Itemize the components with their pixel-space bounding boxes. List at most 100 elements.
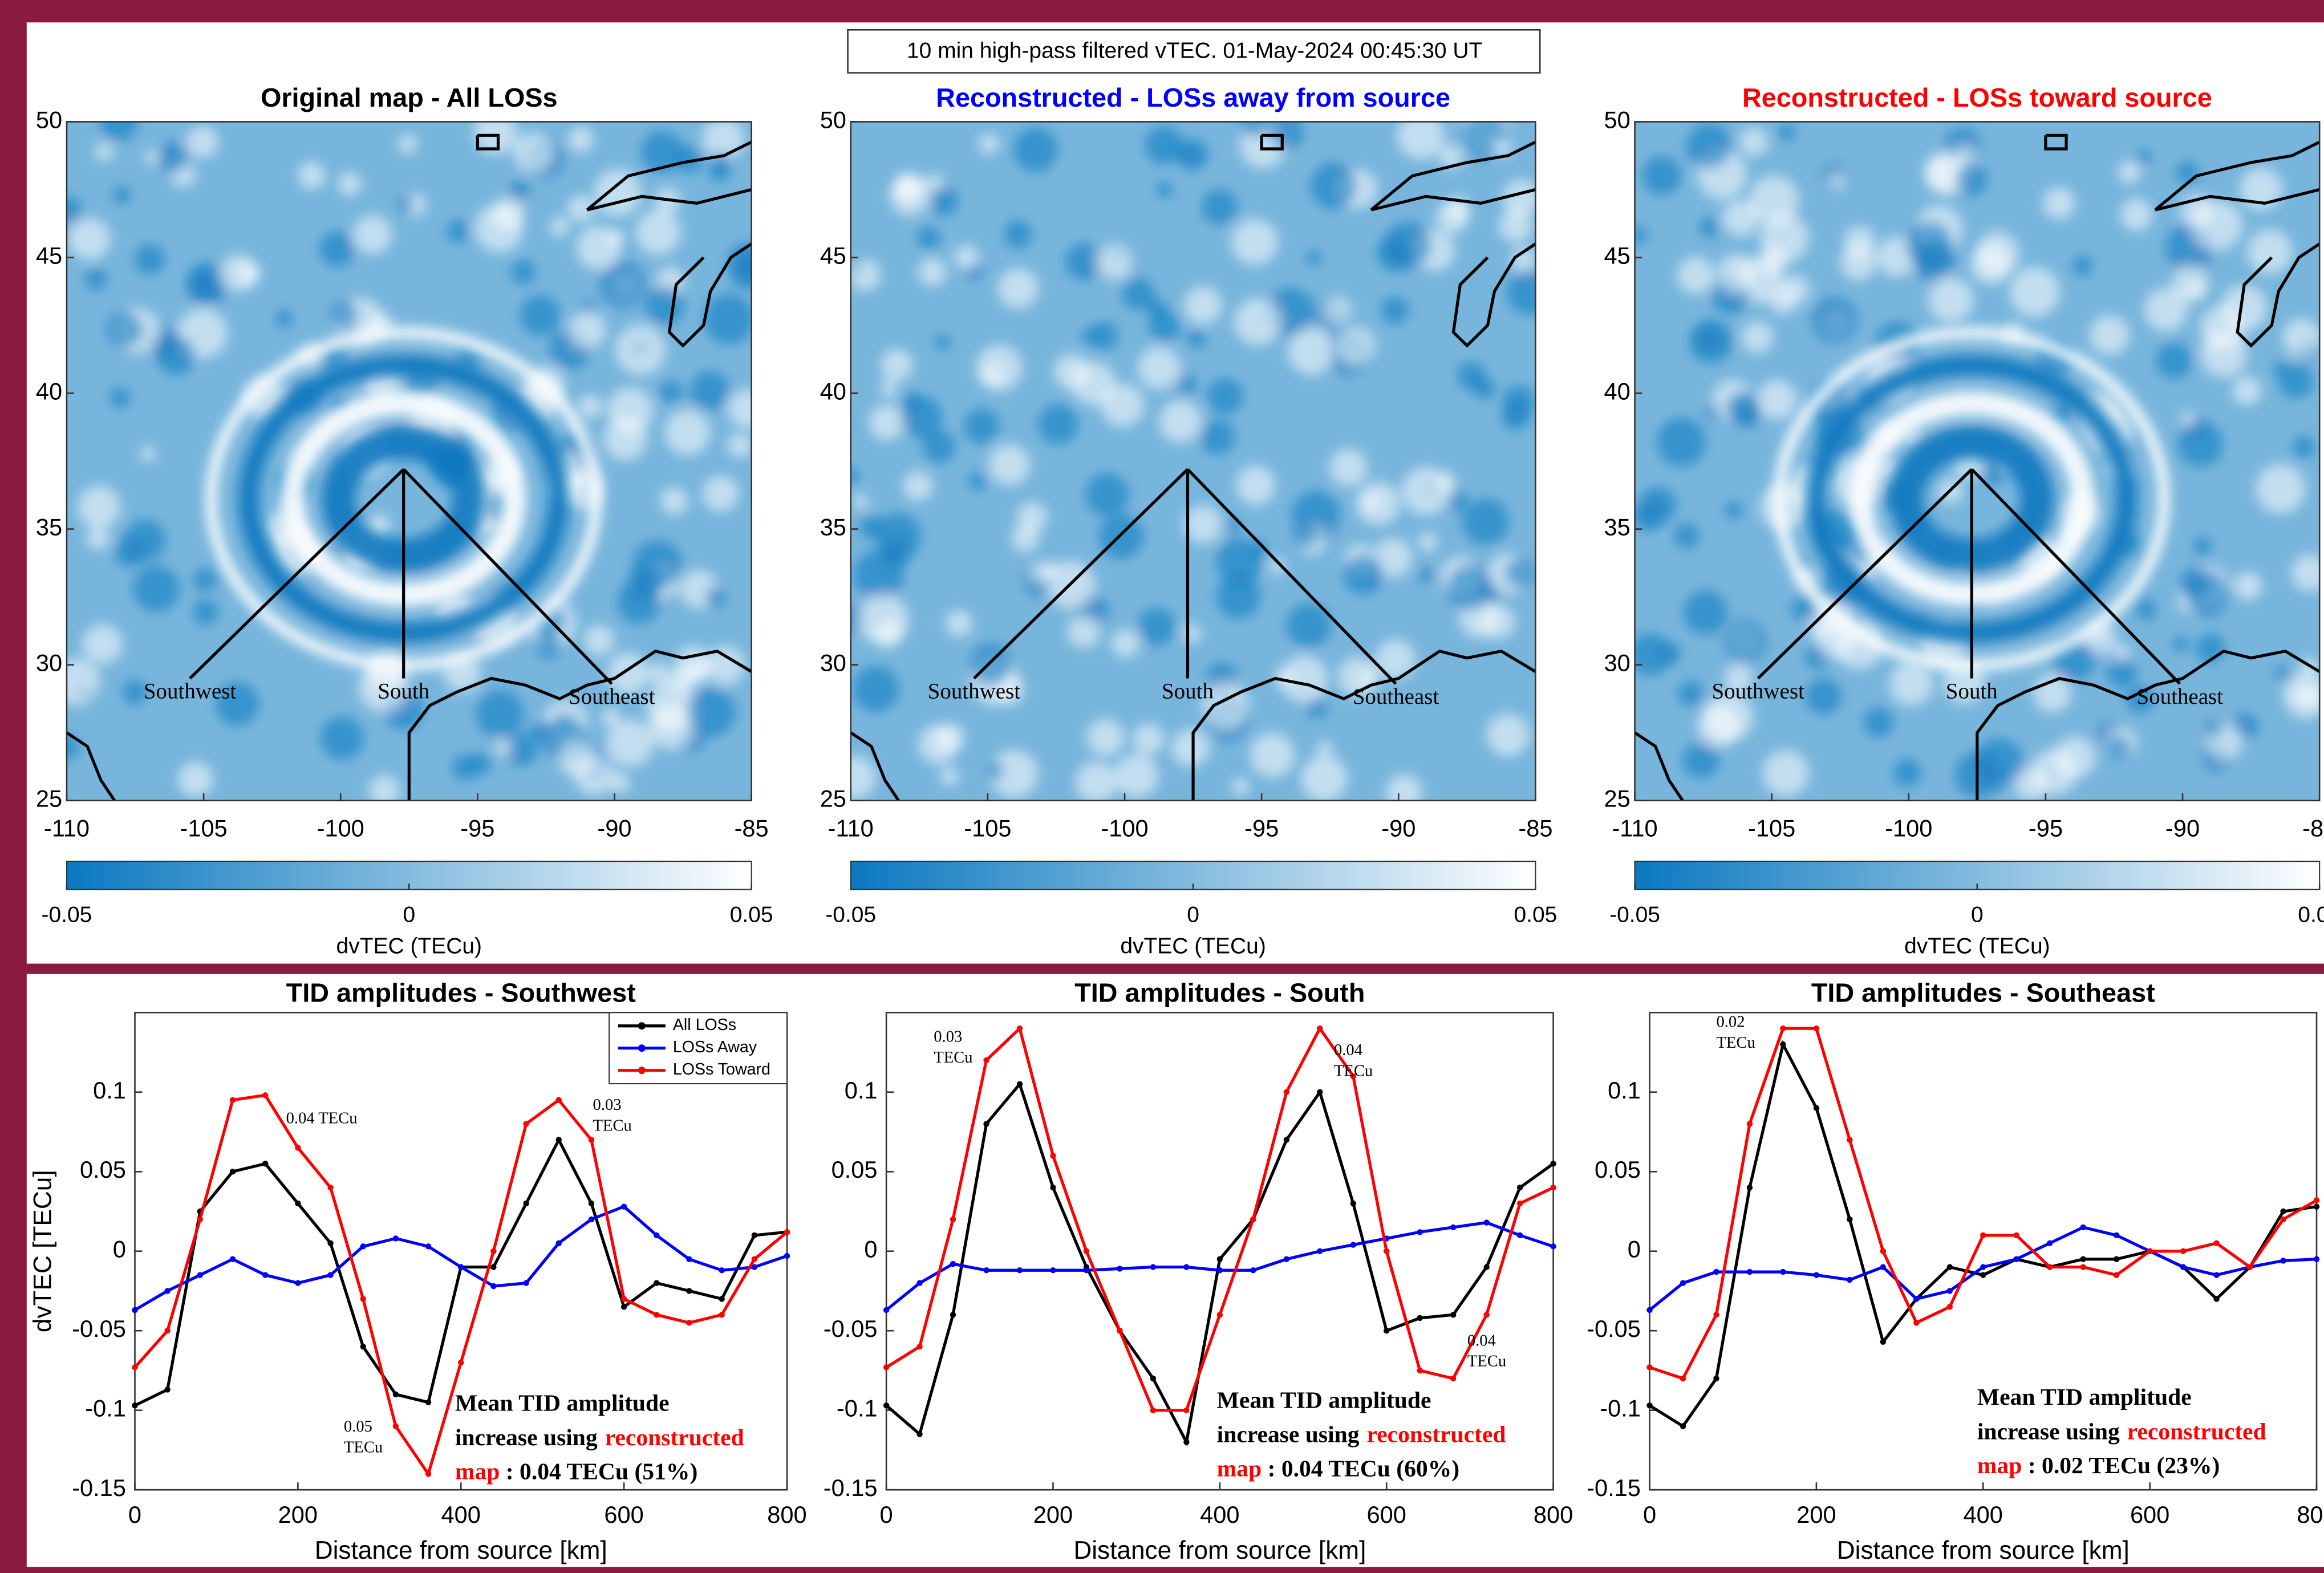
summary-part: : 0.02 TECu (23%) <box>2028 1452 2220 1479</box>
texture-blob <box>187 271 218 302</box>
summary-highlight: reconstructed <box>605 1424 744 1450</box>
texture-blob <box>894 172 924 202</box>
x-tick-label: -85 <box>1518 815 1552 842</box>
texture-blob <box>853 666 899 712</box>
colorbar-tick-label: -0.05 <box>1609 903 1660 927</box>
annotation-line: 0.05 <box>344 1418 372 1436</box>
annotation-line: TECu <box>344 1438 383 1456</box>
texture-blob <box>1172 729 1210 767</box>
point <box>490 1248 496 1254</box>
summary-text: Mean TID amplitude <box>455 1390 670 1416</box>
legend-marker <box>638 1067 646 1074</box>
texture-blob <box>107 311 143 348</box>
x-tick-label: -90 <box>1381 815 1416 842</box>
annotation-line: TECu <box>1716 1033 1755 1051</box>
point <box>1913 1320 1919 1325</box>
point <box>1550 1243 1556 1249</box>
texture-blob <box>636 210 681 255</box>
y-tick-label: -0.1 <box>85 1395 126 1422</box>
point <box>654 1280 659 1286</box>
texture-blob <box>133 565 180 612</box>
texture-blob <box>1234 298 1281 345</box>
point <box>1150 1264 1156 1270</box>
texture-blob <box>513 133 553 173</box>
chart-title: TID amplitudes - Southwest <box>286 978 636 1007</box>
y-tick-label: -0.05 <box>1587 1315 1641 1342</box>
texture-blob <box>664 410 710 455</box>
point <box>883 1364 889 1370</box>
annotation: 0.04 TECu <box>286 1109 358 1127</box>
texture-blob <box>617 581 660 623</box>
texture-blob <box>550 217 569 237</box>
texture-blob <box>135 244 165 274</box>
texture-blob <box>1385 222 1432 269</box>
point <box>1814 1272 1819 1278</box>
point <box>1117 1266 1122 1271</box>
point <box>1880 1248 1886 1254</box>
texture-blob <box>1157 181 1173 198</box>
texture-blob <box>1324 297 1351 324</box>
point <box>360 1243 366 1249</box>
y-tick-label: -0.15 <box>824 1474 878 1501</box>
point <box>360 1296 366 1302</box>
y-tick-label: 0 <box>864 1236 877 1263</box>
y-tick-label: 25 <box>36 785 62 812</box>
texture-blob <box>321 717 364 760</box>
point <box>1450 1312 1456 1317</box>
x-tick-label: 800 <box>767 1501 806 1528</box>
point <box>1713 1376 1719 1381</box>
chart-title: TID amplitudes - Southeast <box>1811 978 2155 1007</box>
texture-blob <box>1956 164 1988 196</box>
x-tick-label: -95 <box>2029 815 2063 842</box>
texture-blob <box>1806 678 1842 714</box>
point <box>883 1307 889 1313</box>
legend-label: LOSs Toward <box>673 1060 770 1079</box>
texture-blob <box>577 226 620 270</box>
profile-label: Southeast <box>569 684 655 709</box>
point <box>1050 1267 1056 1273</box>
point <box>950 1217 956 1222</box>
texture-blob <box>1068 615 1100 647</box>
point <box>1483 1312 1489 1317</box>
texture-blob <box>604 417 647 460</box>
point <box>556 1240 562 1246</box>
texture-blob <box>1684 590 1727 634</box>
texture-blob <box>2136 150 2151 165</box>
point <box>523 1280 529 1286</box>
x-tick-label: -85 <box>2302 815 2324 842</box>
texture-blob <box>124 520 166 561</box>
point <box>1747 1121 1753 1126</box>
point <box>1117 1328 1122 1333</box>
x-tick-label: 400 <box>441 1501 481 1528</box>
texture-blob <box>1017 502 1047 532</box>
texture-blob <box>2107 736 2132 761</box>
x-tick-label: -105 <box>180 815 227 842</box>
texture-blob <box>2031 749 2077 796</box>
point <box>1517 1201 1523 1206</box>
point <box>1780 1041 1786 1047</box>
texture-blob <box>1974 738 2023 787</box>
point <box>1384 1328 1389 1333</box>
point <box>1980 1264 1986 1270</box>
summary-part: increase using <box>1977 1418 2120 1444</box>
texture-blob <box>946 610 972 637</box>
point <box>983 1057 989 1063</box>
point <box>2314 1197 2319 1203</box>
point <box>719 1312 724 1317</box>
legend-marker <box>638 1022 646 1029</box>
texture-blob <box>1976 232 2019 275</box>
point <box>2114 1233 2119 1238</box>
texture-blob <box>511 260 536 285</box>
profile-label: Southwest <box>1711 679 1804 703</box>
texture-blob <box>2283 319 2321 356</box>
texture-blob <box>728 433 752 457</box>
x-tick-label: 800 <box>1534 1501 1573 1528</box>
y-tick-label: 0.05 <box>80 1156 126 1183</box>
texture-blob <box>669 666 696 693</box>
point <box>1183 1439 1189 1445</box>
point <box>164 1328 170 1333</box>
x-tick-label: 200 <box>1033 1501 1073 1528</box>
x-tick-label: 200 <box>1796 1501 1836 1528</box>
point <box>1880 1264 1886 1270</box>
texture-blob <box>709 160 730 181</box>
